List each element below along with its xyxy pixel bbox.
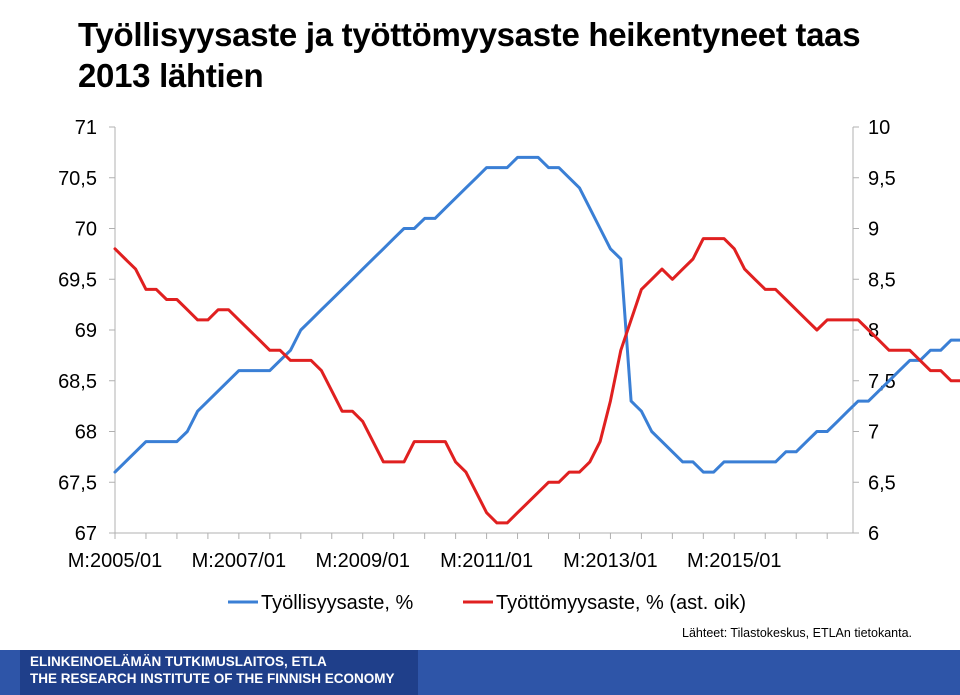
left-tick-label: 71 [75, 117, 97, 139]
series-line-2 [113, 237, 960, 525]
footer-band-main [20, 650, 418, 695]
left-y-axis: 67 67,5 68 68,5 69 69,5 70 70,5 71 [58, 117, 116, 545]
right-tick-label: 9 [868, 219, 879, 241]
right-y-axis: 6 6,5 7 7,5 8 8,5 9 9,5 10 [852, 117, 896, 545]
series-line-1 [113, 155, 960, 474]
footer-band-right [418, 650, 960, 695]
footer-org-en: THE RESEARCH INSTITUTE OF THE FINNISH EC… [30, 671, 395, 686]
left-tick-label: 70,5 [58, 168, 97, 190]
left-tick-label: 69,5 [58, 269, 97, 291]
footer-band-left [0, 650, 20, 695]
series-lines [113, 155, 960, 525]
x-tick-label: M:2007/01 [192, 550, 287, 572]
right-tick-label: 9,5 [868, 168, 896, 190]
legend-label-1: Työllisyysaste, % [261, 592, 413, 614]
chart-title: Työllisyysaste ja työttömyysaste heikent… [78, 16, 861, 94]
right-tick-label: 8,5 [868, 269, 896, 291]
right-tick-label: 6,5 [868, 472, 896, 494]
right-tick-label: 7 [868, 422, 879, 444]
x-tick-label: M:2009/01 [315, 550, 410, 572]
left-tick-label: 70 [75, 219, 97, 241]
source-note: Lähteet: Tilastokeskus, ETLAn tietokanta… [682, 626, 912, 640]
right-tick-label: 10 [868, 117, 890, 139]
left-tick-label: 67,5 [58, 472, 97, 494]
right-tick-label: 7,5 [868, 371, 896, 393]
footer-org-fi: ELINKEINOELÄMÄN TUTKIMUSLAITOS, ETLA [30, 654, 327, 669]
left-tick-label: 67 [75, 523, 97, 545]
footer-banner: ELINKEINOELÄMÄN TUTKIMUSLAITOS, ETLA THE… [0, 650, 960, 695]
legend-label-2: Työttömyysaste, % (ast. oik) [496, 592, 746, 614]
left-tick-label: 69 [75, 320, 97, 342]
legend: Työllisyysaste, % Työttömyysaste, % (ast.… [228, 592, 746, 614]
x-tick-label: M:2005/01 [68, 550, 163, 572]
left-tick-label: 68,5 [58, 371, 97, 393]
right-tick-label: 8 [868, 320, 879, 342]
line-chart: 67 67,5 68 68,5 69 69,5 70 70,5 71 6 6,5 7 7,5 8 8,5 9… [58, 117, 960, 614]
x-tick-label: M:2015/01 [687, 550, 782, 572]
left-tick-label: 68 [75, 422, 97, 444]
x-axis: M:2005/01 M:2007/01 M:2009/01 M:2011/01 M:20… [68, 532, 853, 572]
right-tick-label: 6 [868, 523, 879, 545]
x-tick-label: M:2013/01 [563, 550, 658, 572]
x-tick-label: M:2011/01 [440, 550, 533, 572]
